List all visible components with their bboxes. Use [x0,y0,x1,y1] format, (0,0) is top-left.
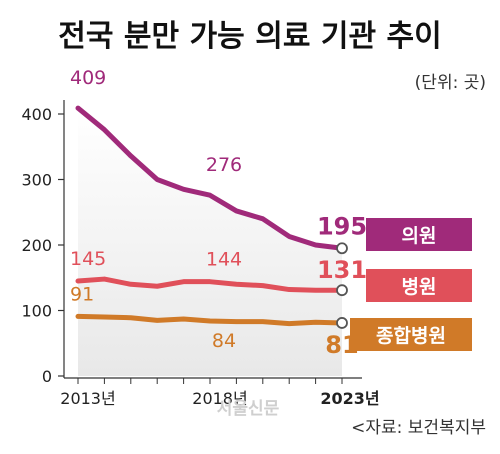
legend-swatch-3 [350,318,472,351]
y-tick-label: 400 [21,105,52,124]
legend-swatch-1 [366,218,472,251]
end-point-marker [336,242,348,255]
series-line-3 [75,313,345,327]
y-tick-label: 300 [21,171,52,190]
legend-label-3: 종합병원 [376,325,446,347]
data-label-start: 409 [70,67,106,89]
y-tick-label: 100 [21,302,52,321]
series-line-2 [75,276,345,293]
y-tick-label: 0 [42,367,52,386]
x-tick-label: 2013년 [60,389,115,408]
series-line-1 [75,105,345,251]
end-point-marker [336,317,348,329]
data-label-mid: 276 [206,154,242,176]
data-label-start: 145 [70,248,106,270]
end-point-marker [336,284,348,297]
watermark: 서울신문 [217,399,280,419]
legend-label-1: 의원 [402,225,437,247]
chart-title: 전국 분만 가능 의료 기관 추이 [58,19,441,54]
data-label-mid: 84 [212,330,236,352]
x-tick-label: 2018년 [192,389,247,408]
source-label: <자료: 보건복지부 [351,418,486,438]
legend-label-2: 병원 [402,276,437,298]
plot-area: 0 100 200 300 400 2013년 2018년 2023년 409 276 195 145… [21,67,379,408]
data-label-start: 91 [70,283,94,305]
area-fill [78,108,342,376]
legend-swatch-2 [366,269,472,302]
y-tick-label: 200 [21,236,52,255]
data-label-end: 195 [317,212,367,240]
x-tick-label: 2023년 [320,389,379,408]
unit-label: (단위: 곳) [415,73,486,93]
data-label-mid: 144 [206,249,242,271]
data-label-end: 131 [317,256,367,284]
